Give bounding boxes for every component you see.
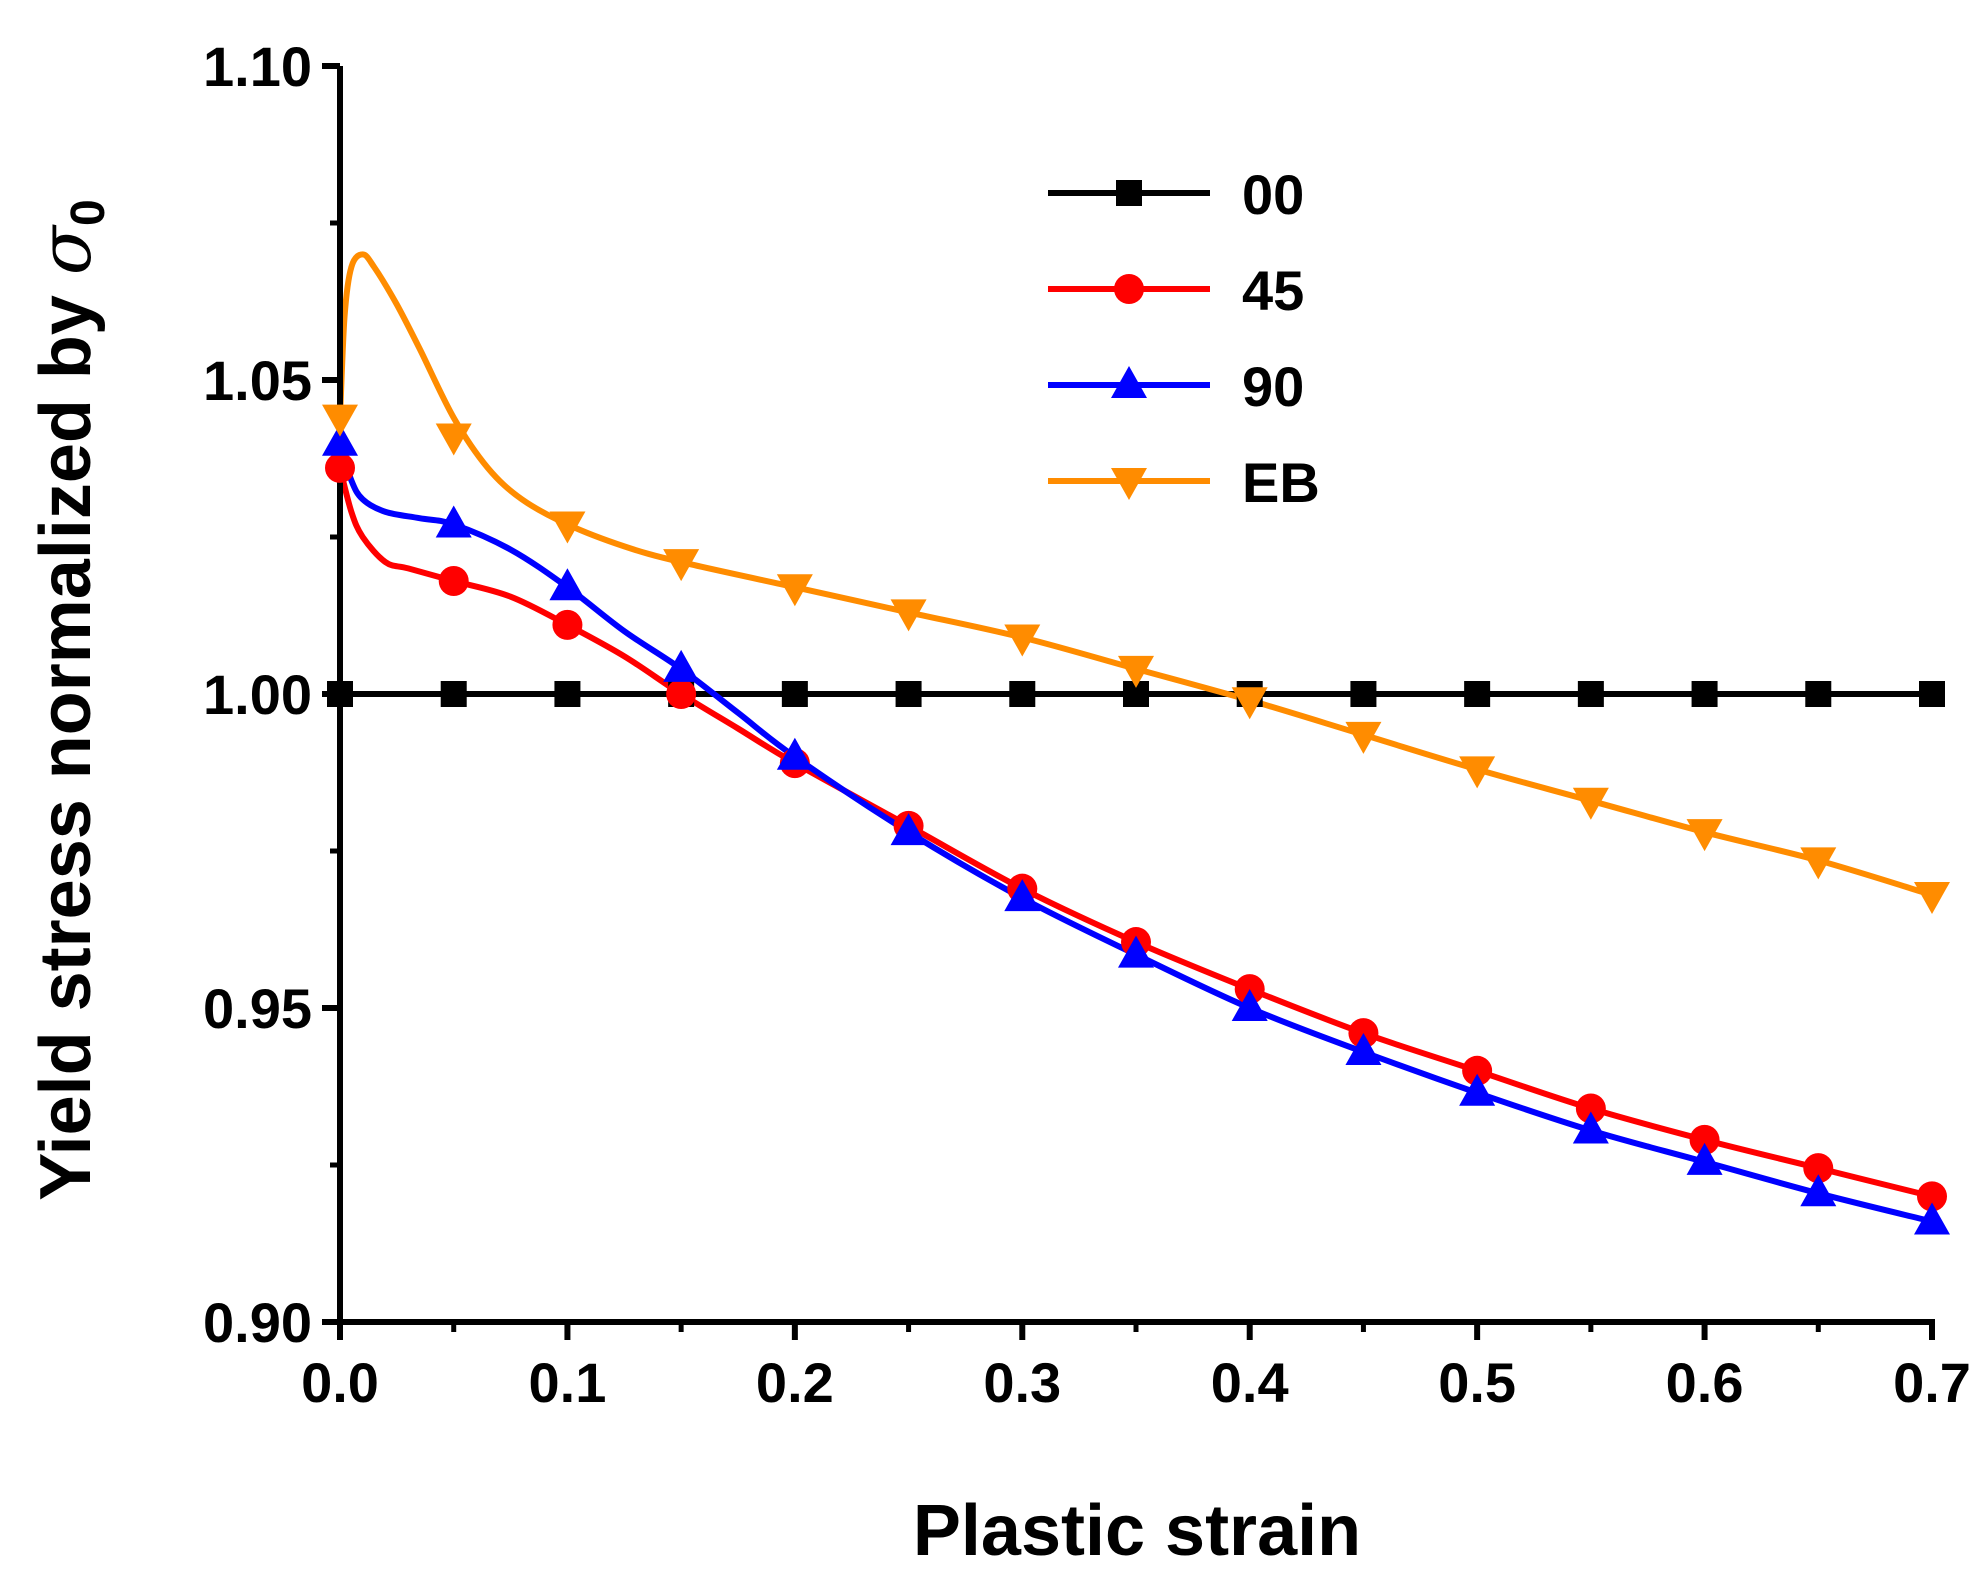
data-point-45 — [1803, 1153, 1834, 1184]
data-point-90 — [1231, 989, 1268, 1021]
legend-marker-eb — [1111, 468, 1147, 500]
data-point-eb — [1914, 881, 1950, 914]
x-tick-label: 0.2 — [756, 1351, 834, 1414]
data-point-eb — [322, 404, 358, 437]
legend-label-45: 45 — [1242, 259, 1304, 322]
data-point-90 — [1686, 1142, 1723, 1175]
data-point-eb — [1572, 787, 1609, 820]
legend-marker-45 — [1114, 274, 1144, 304]
series-line-eb — [337, 251, 1933, 898]
legend-marker-90 — [1111, 366, 1147, 398]
data-point-45 — [1575, 1093, 1606, 1124]
x-tick-label: 0.7 — [1893, 1351, 1971, 1414]
legend-label-00: 00 — [1242, 163, 1304, 226]
data-point-00 — [554, 681, 581, 707]
series-line-90 — [337, 441, 1933, 1225]
legend-label-90: 90 — [1242, 355, 1304, 418]
data-point-eb — [890, 599, 927, 632]
y-axis-title-subscript: 0 — [62, 199, 115, 226]
data-point-eb — [776, 574, 813, 607]
data-point-eb — [435, 423, 472, 456]
legend-label-eb: EB — [1242, 451, 1320, 514]
data-point-eb — [1118, 655, 1154, 688]
legend: 00 45 90 EB — [1048, 163, 1320, 514]
data-point-90 — [1914, 1202, 1950, 1235]
data-point-eb — [1231, 687, 1268, 720]
data-point-90 — [1004, 879, 1041, 912]
data-point-90 — [663, 649, 700, 682]
data-point-90 — [322, 423, 358, 456]
data-point-eb — [1459, 756, 1496, 789]
legend-item-90: 90 — [1048, 355, 1304, 418]
series-line-45 — [337, 467, 1933, 1200]
y-tick-label: 1.10 — [203, 35, 312, 98]
data-point-00 — [1009, 681, 1036, 707]
y-tick-label: 0.95 — [203, 977, 312, 1040]
data-point-eb — [1800, 847, 1837, 880]
data-point-00 — [781, 681, 808, 707]
data-point-45 — [552, 609, 583, 640]
y-axis-title-symbol: σ — [23, 224, 107, 275]
data-point-45 — [438, 565, 469, 596]
data-point-00 — [1464, 681, 1491, 707]
data-point-00 — [1350, 681, 1377, 707]
data-point-00 — [1805, 681, 1832, 707]
data-point-90 — [1345, 1032, 1382, 1065]
data-point-00 — [1919, 681, 1945, 707]
data-point-eb — [1686, 819, 1723, 852]
x-tick-label: 0.5 — [1438, 1351, 1516, 1414]
data-point-45 — [1917, 1181, 1947, 1212]
data-point-00 — [1577, 681, 1604, 707]
data-point-90 — [1118, 935, 1154, 968]
data-point-00 — [1691, 681, 1718, 707]
data-point-45 — [325, 452, 355, 483]
markers-layer — [322, 404, 1950, 1235]
x-tick-label: 0.3 — [983, 1351, 1061, 1414]
legend-item-00: 00 — [1048, 163, 1304, 226]
data-point-90 — [776, 737, 813, 770]
data-point-eb — [1345, 721, 1382, 754]
x-axis-title: Plastic strain — [913, 1491, 1361, 1571]
data-point-eb — [663, 549, 700, 582]
y-tick-label: 1.00 — [203, 663, 312, 726]
data-point-45 — [666, 679, 697, 709]
data-point-45 — [1462, 1055, 1493, 1086]
data-point-90 — [1572, 1111, 1609, 1144]
data-point-90 — [1459, 1073, 1496, 1106]
data-point-00 — [895, 681, 922, 707]
data-point-90 — [890, 813, 927, 846]
data-point-90 — [435, 505, 472, 538]
y-axis-title: Yield stress normalized by σ0 — [23, 199, 115, 1201]
data-point-00 — [327, 681, 353, 707]
data-point-00 — [440, 681, 467, 707]
x-tick-label: 0.1 — [528, 1351, 606, 1414]
x-ticks: 0.0 0.1 0.2 0.3 0.4 0.5 0.6 0.7 — [301, 1322, 1971, 1414]
data-point-45 — [1689, 1124, 1720, 1155]
y-ticks: 0.90 0.95 1.00 1.05 1.10 — [203, 35, 340, 1354]
y-tick-label: 1.05 — [203, 349, 312, 412]
x-tick-label: 0.6 — [1666, 1351, 1744, 1414]
data-point-90 — [549, 568, 586, 601]
y-tick-label: 0.90 — [203, 1291, 312, 1354]
data-point-eb — [549, 511, 586, 544]
data-point-eb — [1004, 624, 1041, 657]
y-axis-title-text: Yield stress normalized by — [26, 275, 106, 1201]
legend-marker-00 — [1116, 180, 1142, 206]
legend-item-eb: EB — [1048, 451, 1320, 514]
x-tick-label: 0.4 — [1211, 1351, 1289, 1414]
x-tick-label: 0.0 — [301, 1351, 379, 1414]
legend-item-45: 45 — [1048, 259, 1304, 322]
data-point-90 — [1800, 1174, 1837, 1207]
series-layer — [337, 251, 1933, 1225]
